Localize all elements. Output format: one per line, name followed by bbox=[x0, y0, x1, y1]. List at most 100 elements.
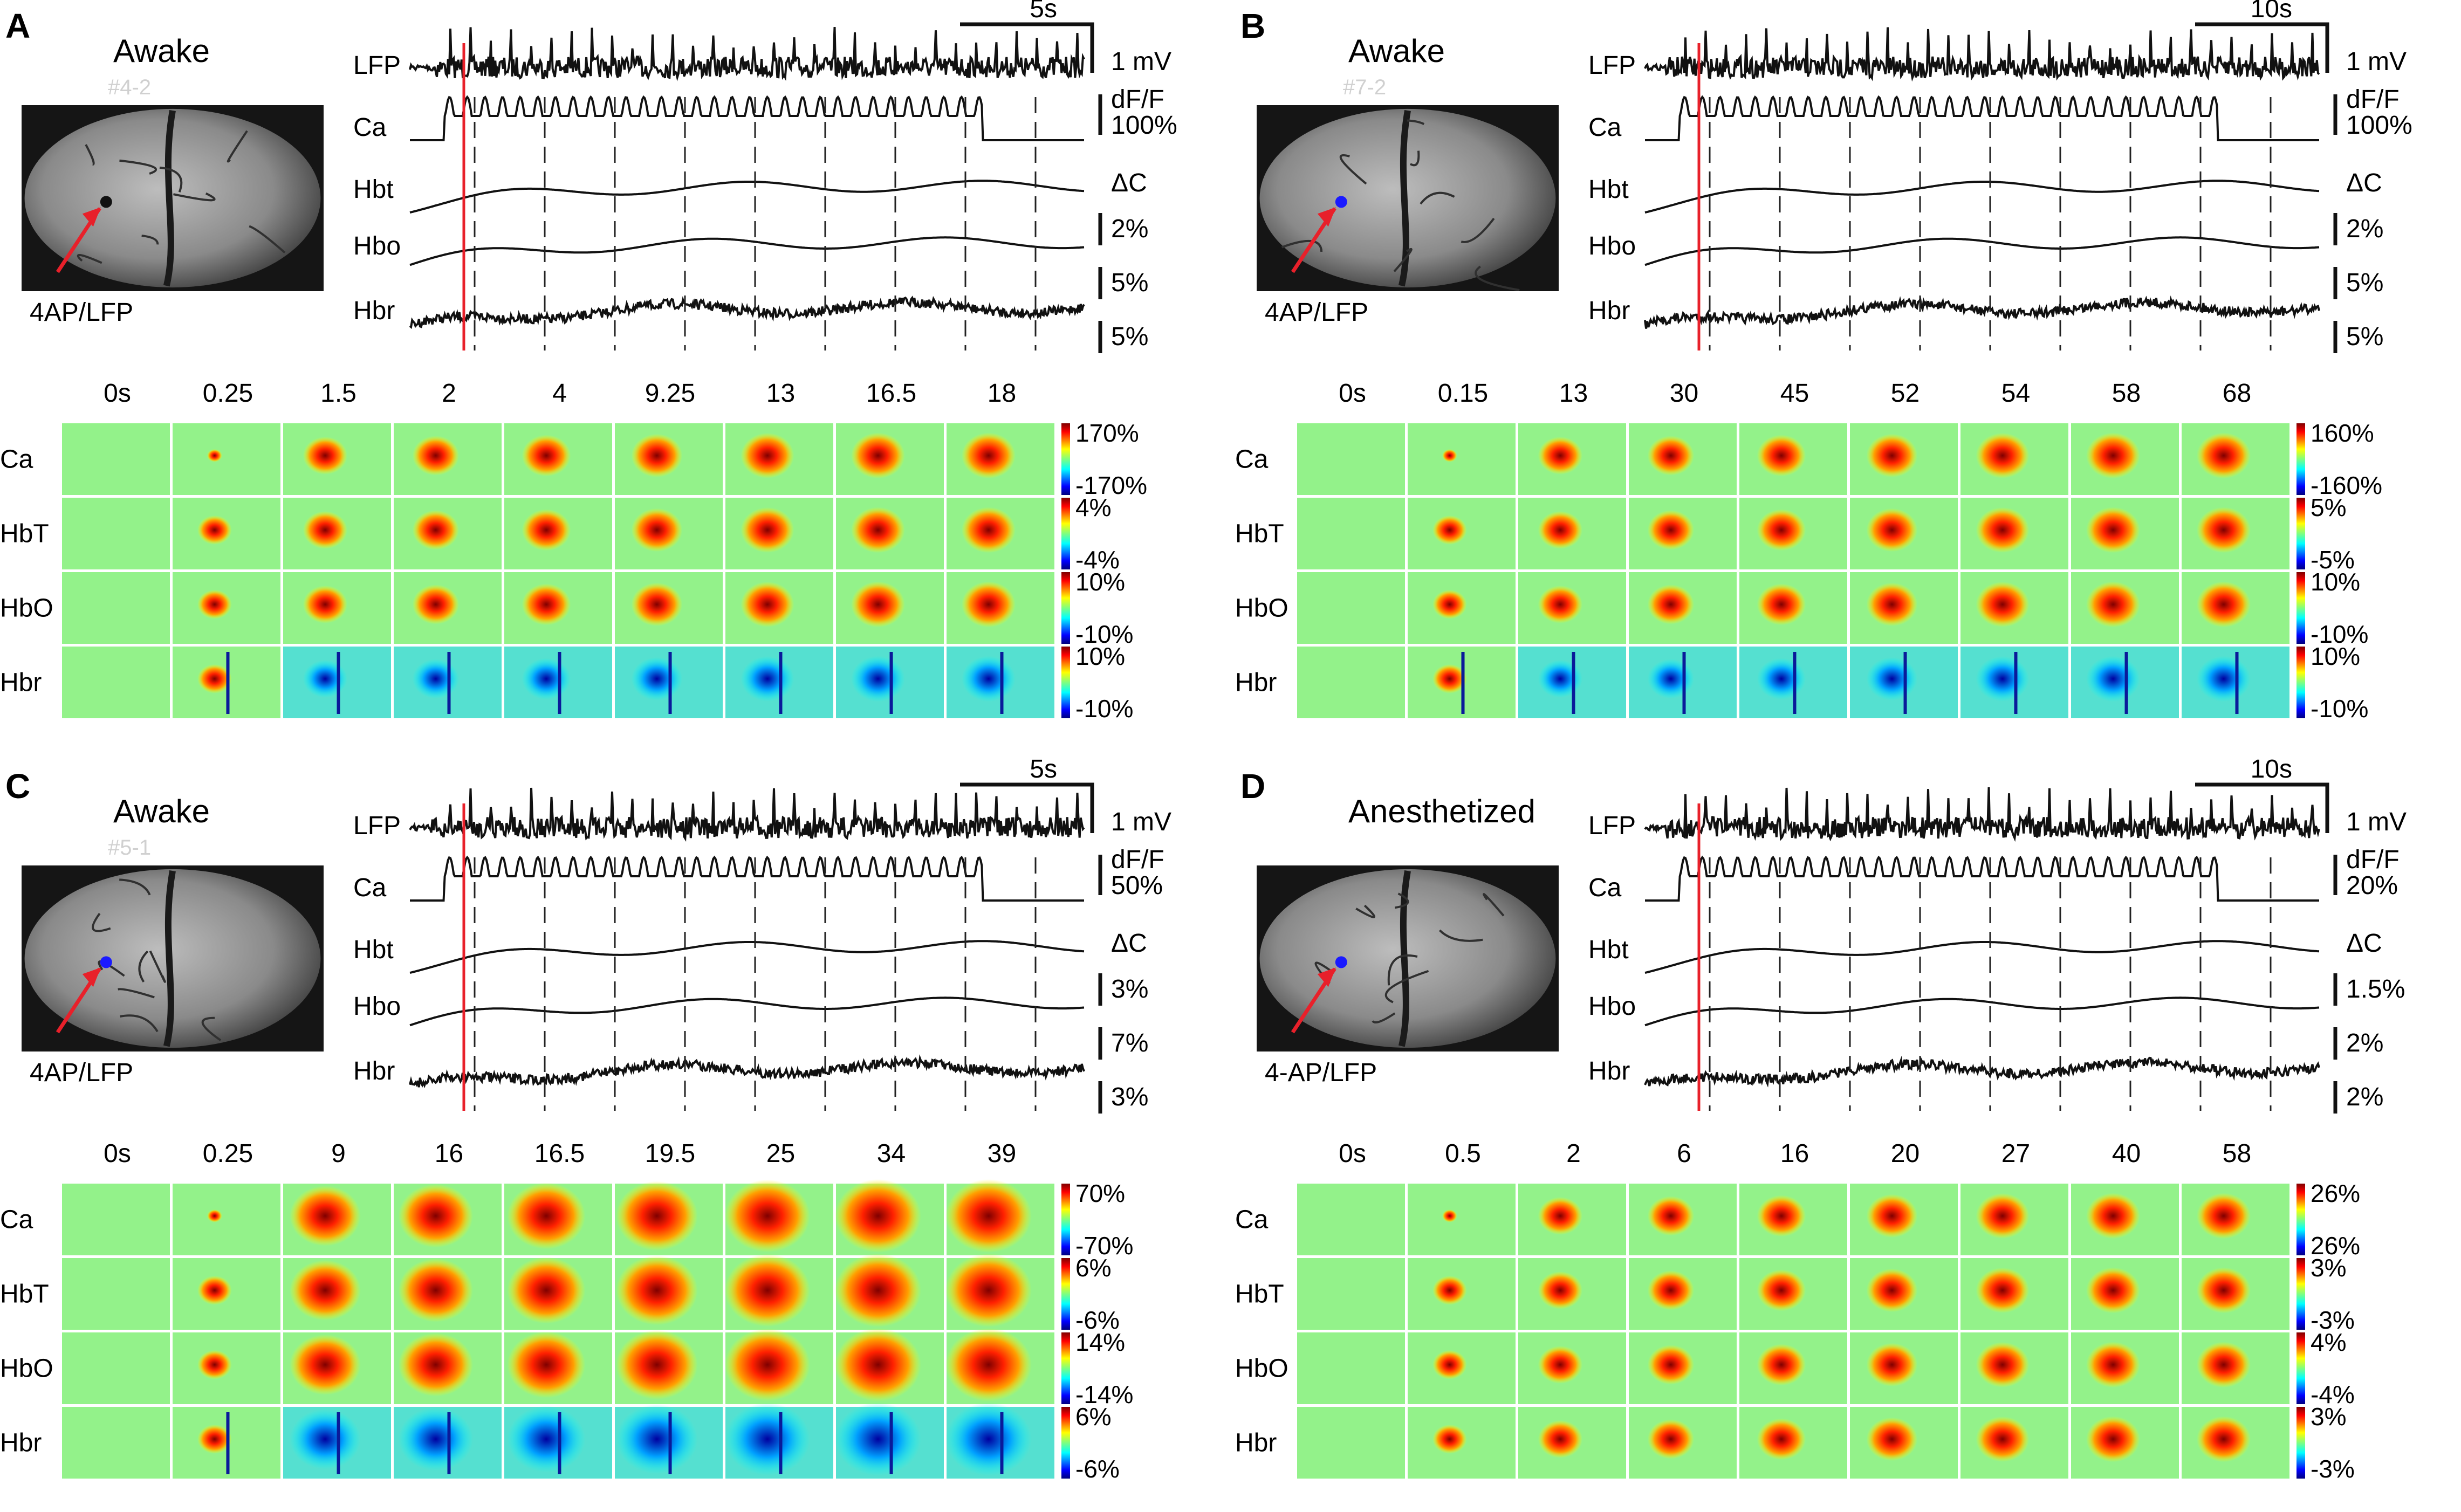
hot-activity-spot bbox=[398, 1333, 474, 1397]
hot-activity-spot bbox=[851, 507, 905, 553]
trace-label: Hbo bbox=[353, 232, 401, 260]
hb-scale-label: 3% bbox=[1111, 1083, 1148, 1111]
frame-time-label: 4 bbox=[552, 379, 567, 408]
panel-state-label: Awake bbox=[113, 793, 210, 829]
colorbar-min-label: -170% bbox=[1075, 471, 1147, 499]
map-cell bbox=[283, 1332, 391, 1404]
frame-time-label: 18 bbox=[988, 379, 1016, 408]
hot-activity-spot bbox=[1647, 510, 1695, 550]
map-cell bbox=[725, 498, 833, 569]
trace-line bbox=[409, 996, 1085, 1027]
hot-activity-spot bbox=[1432, 664, 1467, 693]
map-background bbox=[1408, 423, 1516, 495]
cold-activity-spot bbox=[945, 1402, 1032, 1476]
map-cell bbox=[1629, 1407, 1737, 1479]
hot-activity-spot bbox=[1647, 1419, 1695, 1459]
map-cell bbox=[1297, 572, 1405, 644]
map-row-label: Hbr bbox=[0, 1429, 42, 1458]
map-background bbox=[173, 1184, 280, 1255]
map-cell bbox=[834, 1328, 944, 1404]
map-row-label: HbT bbox=[1235, 1280, 1284, 1309]
surface-vessel bbox=[92, 912, 111, 932]
trace-label: Hbt bbox=[1588, 175, 1629, 204]
surface-vessel bbox=[141, 235, 159, 245]
map-cell bbox=[173, 1184, 280, 1255]
hot-activity-spot bbox=[724, 1254, 811, 1327]
map-cell bbox=[504, 1183, 612, 1255]
map-cell bbox=[504, 1406, 612, 1479]
cortex-surface bbox=[1259, 869, 1556, 1048]
hot-activity-spot bbox=[522, 435, 571, 477]
colorbar-max-label: 6% bbox=[1075, 1254, 1111, 1282]
cold-activity-spot bbox=[522, 658, 571, 700]
cold-activity-spot bbox=[851, 656, 905, 702]
panel-letter: C bbox=[5, 767, 30, 806]
frame-time-label: 0s bbox=[1339, 379, 1366, 408]
map-cell bbox=[173, 572, 280, 644]
map-cell bbox=[836, 498, 944, 569]
map-cell bbox=[1518, 1184, 1626, 1255]
site-label: 4AP/LFP bbox=[1265, 298, 1368, 327]
map-cell bbox=[1518, 423, 1626, 495]
map-cell bbox=[2182, 572, 2289, 644]
frame-time-label: 16.5 bbox=[534, 1139, 585, 1168]
hot-activity-spot bbox=[2086, 1342, 2140, 1388]
trace-label: Hbt bbox=[353, 936, 394, 964]
colorbar-max-label: 10% bbox=[2311, 642, 2360, 670]
map-cell bbox=[834, 1179, 944, 1255]
map-row-label: Hbr bbox=[1235, 669, 1277, 697]
map-cell bbox=[283, 1258, 391, 1330]
trace-label: Ca bbox=[1588, 113, 1622, 142]
colorbar bbox=[1061, 498, 1070, 569]
map-cell bbox=[173, 423, 280, 495]
hot-activity-spot bbox=[616, 1330, 698, 1400]
map-cell bbox=[394, 572, 502, 644]
site-label: 4AP/LFP bbox=[30, 298, 133, 327]
map-cell bbox=[947, 498, 1054, 569]
map-cell bbox=[725, 647, 833, 718]
hot-activity-spot bbox=[616, 1255, 698, 1325]
map-cell bbox=[1297, 423, 1405, 495]
map-cell bbox=[945, 1328, 1054, 1404]
ca-scale-value: 20% bbox=[2346, 871, 2398, 900]
colorbar-max-label: 10% bbox=[1075, 568, 1125, 596]
colorbar-min-label: 26% bbox=[2311, 1232, 2360, 1260]
colorbar-max-label: 4% bbox=[1075, 493, 1111, 521]
hot-activity-spot bbox=[1976, 581, 2030, 627]
colorbar-min-label: -6% bbox=[1075, 1455, 1120, 1483]
hot-activity-spot bbox=[412, 585, 460, 624]
hot-activity-spot bbox=[1432, 1275, 1467, 1305]
map-cell bbox=[615, 647, 723, 718]
map-cell bbox=[1408, 1407, 1516, 1479]
panel-state-label: Awake bbox=[113, 33, 210, 69]
map-row-label: Ca bbox=[1235, 445, 1269, 474]
time-scale-bar bbox=[960, 22, 1094, 73]
hot-activity-spot bbox=[1647, 1270, 1695, 1310]
map-cell bbox=[1850, 498, 1958, 569]
trace-line bbox=[409, 27, 1085, 81]
map-cell bbox=[725, 572, 833, 644]
map-cell bbox=[945, 1253, 1054, 1330]
surface-vessel bbox=[159, 166, 183, 193]
surface-vessel bbox=[1483, 893, 1505, 917]
hot-activity-spot bbox=[1757, 1195, 1806, 1237]
colorbar-max-label: 10% bbox=[1075, 642, 1125, 670]
frame-time-label: 20 bbox=[1891, 1139, 1920, 1168]
surface-vessel bbox=[1475, 265, 1520, 291]
ca-scale-unit: dF/F bbox=[2346, 85, 2400, 114]
map-cell bbox=[173, 647, 280, 718]
cold-activity-spot bbox=[1757, 658, 1806, 700]
map-cell bbox=[1518, 647, 1626, 718]
brain-image bbox=[1257, 865, 1559, 1051]
hot-activity-spot bbox=[1757, 435, 1806, 477]
map-cell bbox=[1629, 572, 1737, 644]
frame-time-label: 58 bbox=[2223, 1139, 2251, 1168]
map-background bbox=[62, 423, 170, 495]
midline-vessel bbox=[163, 870, 176, 1047]
frame-time-label: 68 bbox=[2223, 379, 2251, 408]
colorbar-min-label: -10% bbox=[2311, 695, 2368, 723]
map-cell bbox=[283, 1407, 391, 1479]
map-cell bbox=[947, 647, 1054, 718]
site-label: 4-AP/LFP bbox=[1265, 1059, 1377, 1087]
time-scale-bar bbox=[2195, 782, 2329, 833]
